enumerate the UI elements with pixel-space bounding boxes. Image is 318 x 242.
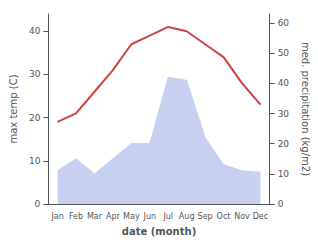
svg-text:Sep: Sep [198, 212, 213, 221]
svg-text:Jun: Jun [143, 212, 157, 221]
svg-text:max temp (C): max temp (C) [8, 74, 19, 143]
svg-text:0: 0 [278, 199, 284, 209]
svg-text:med. precipitation (kg/m2): med. precipitation (kg/m2) [300, 42, 311, 176]
svg-text:30: 30 [278, 109, 290, 119]
svg-text:60: 60 [278, 18, 290, 28]
svg-text:20: 20 [29, 113, 41, 123]
svg-text:Feb: Feb [69, 212, 83, 221]
svg-text:Dec: Dec [253, 212, 268, 221]
svg-text:Jul: Jul [162, 212, 173, 221]
svg-text:date (month): date (month) [122, 226, 196, 237]
svg-text:Apr: Apr [106, 212, 121, 221]
svg-text:Oct: Oct [217, 212, 231, 221]
svg-text:10: 10 [278, 169, 290, 179]
svg-text:0: 0 [35, 199, 41, 209]
svg-text:Nov: Nov [234, 212, 250, 221]
svg-text:20: 20 [278, 139, 290, 149]
svg-text:40: 40 [278, 78, 290, 88]
svg-text:50: 50 [278, 48, 290, 58]
svg-text:30: 30 [29, 69, 41, 79]
svg-text:Jan: Jan [50, 212, 63, 221]
svg-text:Mar: Mar [87, 212, 103, 221]
svg-text:40: 40 [29, 26, 41, 36]
svg-text:May: May [123, 212, 140, 221]
svg-text:10: 10 [29, 156, 41, 166]
svg-text:Aug: Aug [179, 212, 195, 221]
